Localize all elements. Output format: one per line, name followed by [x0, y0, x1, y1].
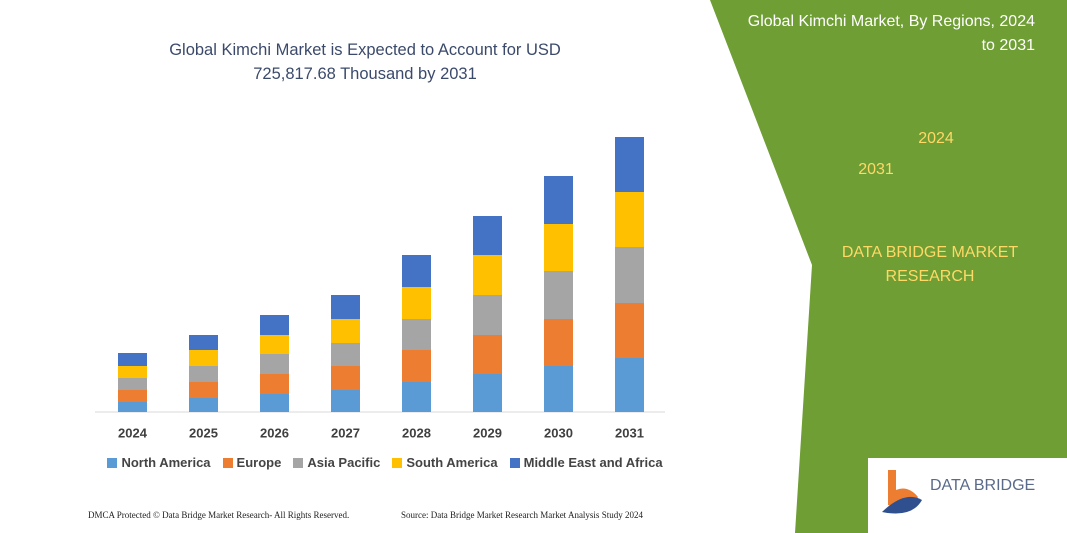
legend-label: Asia Pacific [307, 455, 381, 470]
footer: DMCA Protected © Data Bridge Market Rese… [88, 510, 350, 520]
bar-segment [260, 335, 289, 354]
legend-item: North America [107, 455, 211, 470]
bar-segment [189, 350, 218, 366]
legend-swatch [293, 457, 304, 468]
x-tick-label: 2029 [473, 425, 502, 440]
hexagon-label: 2031 [858, 161, 894, 178]
hexagon-label: 2024 [918, 130, 954, 147]
bar-segment [402, 382, 431, 412]
bar-segment [615, 192, 644, 247]
bar-segment [544, 271, 573, 319]
legend-item: South America [392, 455, 498, 470]
legend-swatch [509, 457, 520, 468]
chart-title: Global Kimchi Market is Expected to Acco… [169, 41, 561, 83]
bar-segment [118, 366, 147, 378]
bar-segment [473, 216, 502, 255]
bar-segment [118, 390, 147, 402]
x-tick-label: 2024 [118, 425, 148, 440]
legend-label: South America [406, 455, 498, 470]
bar-segment [260, 354, 289, 374]
bar-segment [473, 295, 502, 335]
bar-segment [473, 374, 502, 412]
bar-segment [260, 394, 289, 412]
bar-segment [189, 335, 218, 350]
bar-segment [615, 137, 644, 192]
bar-segment [331, 319, 360, 343]
bar-segment [544, 224, 573, 271]
bar-segment [544, 366, 573, 412]
bar-segment [615, 303, 644, 358]
bar-segment [544, 319, 573, 366]
x-tick-label: 2027 [331, 425, 360, 440]
bar-segment [118, 402, 147, 412]
x-tick-label: 2030 [544, 425, 573, 440]
bar-segment [189, 398, 218, 412]
legend-item: Middle East and Africa [509, 455, 663, 470]
bar-segment [615, 247, 644, 303]
bar-segment [331, 366, 360, 390]
bar-segment [118, 353, 147, 366]
bar-segment [331, 390, 360, 412]
logo-text: DATA BRIDGE [930, 477, 1035, 494]
bar-segment [260, 374, 289, 394]
x-tick-label: 2026 [260, 425, 289, 440]
bar-segment [402, 319, 431, 350]
bar-segment [473, 335, 502, 374]
bar-segment [189, 366, 218, 382]
logo-icon [882, 496, 922, 514]
bar-segment [402, 255, 431, 287]
bar-segment [331, 343, 360, 366]
bar-segment [402, 350, 431, 382]
bar-segment [544, 176, 573, 224]
bar-segment [402, 287, 431, 319]
x-tick-label: 2028 [402, 425, 431, 440]
bar-segment [118, 378, 147, 390]
legend-label: North America [121, 455, 211, 470]
legend-item: Europe [222, 455, 282, 470]
footer: Source: Data Bridge Market Research Mark… [401, 510, 643, 520]
bar-segment [615, 358, 644, 412]
legend-label: Middle East and Africa [523, 455, 663, 470]
legend: North America Europe Asia Pacific South Ame… [60, 455, 710, 470]
legend-swatch [222, 457, 233, 468]
legend-swatch [392, 457, 403, 468]
panel-title: Global Kimchi Market, By Regions, 2024 t… [747, 13, 1035, 54]
side-panel [710, 0, 1067, 533]
brand: DATA BRIDGE MARKET RESEARCH [841, 244, 1019, 285]
bar-segment [260, 315, 289, 335]
legend-swatch [107, 457, 118, 468]
bar-segment [331, 295, 360, 319]
bar-segment [189, 382, 218, 398]
bar-segment [473, 255, 502, 295]
legend-item: Asia Pacific [293, 455, 380, 470]
x-tick-label: 2031 [615, 425, 644, 440]
x-tick-label: 2025 [189, 425, 218, 440]
legend-label: Europe [236, 455, 282, 470]
